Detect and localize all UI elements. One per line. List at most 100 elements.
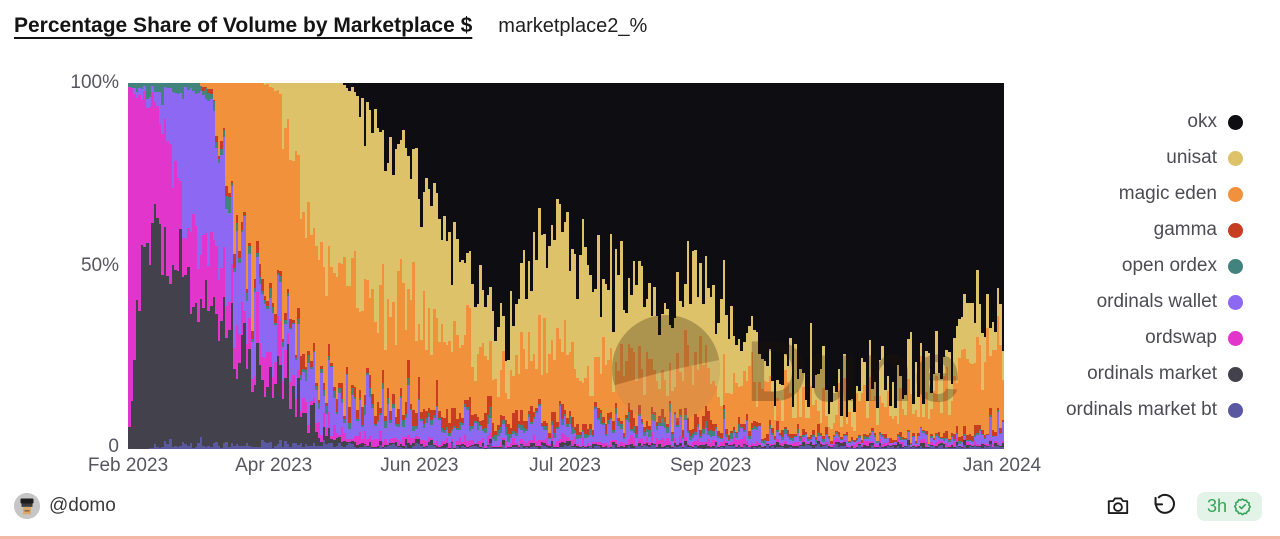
daily-stacked-bar[interactable]: [276, 83, 280, 449]
daily-stacked-bar[interactable]: [825, 83, 828, 449]
daily-stacked-bar[interactable]: [338, 83, 341, 449]
daily-stacked-bar[interactable]: [184, 83, 187, 449]
daily-stacked-bar[interactable]: [637, 83, 641, 449]
daily-stacked-bar[interactable]: [207, 83, 210, 449]
daily-stacked-bar[interactable]: [830, 83, 833, 449]
daily-stacked-bar[interactable]: [699, 83, 702, 449]
daily-stacked-bar[interactable]: [804, 83, 808, 449]
daily-stacked-bar[interactable]: [304, 83, 308, 450]
daily-stacked-bar[interactable]: [576, 83, 579, 449]
screenshot-button[interactable]: [1105, 493, 1131, 519]
daily-stacked-bar[interactable]: [776, 83, 779, 449]
daily-stacked-bar[interactable]: [678, 83, 682, 449]
daily-stacked-bar[interactable]: [919, 83, 923, 450]
daily-stacked-bar[interactable]: [545, 83, 549, 449]
daily-stacked-bar[interactable]: [991, 83, 995, 449]
daily-stacked-bar[interactable]: [289, 83, 292, 449]
daily-stacked-bar[interactable]: [658, 83, 661, 450]
daily-stacked-bar[interactable]: [517, 83, 521, 449]
daily-stacked-bar[interactable]: [294, 83, 298, 449]
daily-stacked-bar[interactable]: [873, 83, 877, 450]
daily-stacked-bar[interactable]: [730, 83, 733, 449]
daily-stacked-bar[interactable]: [689, 83, 692, 450]
daily-stacked-bar[interactable]: [307, 83, 310, 450]
daily-stacked-bar[interactable]: [527, 83, 531, 450]
daily-stacked-bar[interactable]: [745, 83, 749, 449]
daily-stacked-bar[interactable]: [725, 83, 728, 449]
daily-stacked-bar[interactable]: [622, 83, 626, 450]
daily-stacked-bar[interactable]: [145, 83, 149, 449]
daily-stacked-bar[interactable]: [504, 83, 508, 450]
daily-stacked-bar[interactable]: [827, 83, 831, 449]
daily-stacked-bar[interactable]: [445, 83, 449, 449]
daily-stacked-bar[interactable]: [227, 83, 231, 449]
daily-stacked-bar[interactable]: [210, 83, 213, 449]
daily-stacked-bar[interactable]: [655, 83, 659, 449]
daily-stacked-bar[interactable]: [691, 83, 695, 449]
daily-stacked-bar[interactable]: [907, 83, 910, 449]
daily-stacked-bar[interactable]: [668, 83, 672, 449]
daily-stacked-bar[interactable]: [891, 83, 895, 449]
daily-stacked-bar[interactable]: [438, 83, 441, 450]
author-block[interactable]: @domo: [14, 493, 116, 519]
daily-stacked-bar[interactable]: [376, 83, 380, 449]
daily-stacked-bar[interactable]: [555, 83, 559, 449]
daily-stacked-bar[interactable]: [156, 83, 159, 449]
daily-stacked-bar[interactable]: [940, 83, 943, 449]
daily-stacked-bar[interactable]: [509, 83, 513, 449]
daily-stacked-bar[interactable]: [614, 83, 618, 450]
daily-stacked-bar[interactable]: [473, 83, 477, 449]
daily-stacked-bar[interactable]: [315, 83, 318, 449]
daily-stacked-bar[interactable]: [702, 83, 705, 449]
legend-item-ordinals-market[interactable]: ordinals market: [1066, 356, 1243, 392]
daily-stacked-bar[interactable]: [719, 83, 723, 450]
daily-stacked-bar[interactable]: [448, 83, 451, 449]
daily-stacked-bar[interactable]: [650, 83, 654, 450]
daily-stacked-bar[interactable]: [256, 83, 259, 450]
daily-stacked-bar[interactable]: [166, 83, 169, 449]
daily-stacked-bar[interactable]: [481, 83, 485, 449]
daily-stacked-bar[interactable]: [563, 83, 567, 449]
daily-stacked-bar[interactable]: [819, 83, 823, 449]
daily-stacked-bar[interactable]: [896, 83, 900, 449]
legend-item-ordswap[interactable]: ordswap: [1066, 320, 1243, 356]
daily-stacked-bar[interactable]: [766, 83, 769, 449]
daily-stacked-bar[interactable]: [368, 83, 372, 449]
daily-stacked-bar[interactable]: [489, 83, 492, 449]
daily-stacked-bar[interactable]: [971, 83, 974, 449]
daily-stacked-bar[interactable]: [886, 83, 890, 449]
daily-stacked-bar[interactable]: [989, 83, 992, 450]
daily-stacked-bar[interactable]: [153, 83, 157, 449]
daily-stacked-bar[interactable]: [432, 83, 436, 449]
daily-stacked-bar[interactable]: [571, 83, 574, 449]
daily-stacked-bar[interactable]: [186, 83, 190, 449]
daily-stacked-bar[interactable]: [261, 83, 264, 449]
legend-item-ordinals-wallet[interactable]: ordinals wallet: [1066, 284, 1243, 320]
daily-stacked-bar[interactable]: [215, 83, 218, 450]
daily-stacked-bar[interactable]: [450, 83, 454, 449]
daily-stacked-bar[interactable]: [456, 83, 459, 450]
daily-stacked-bar[interactable]: [635, 83, 638, 449]
data-freshness-badge[interactable]: 3h: [1196, 491, 1262, 521]
daily-stacked-bar[interactable]: [325, 83, 328, 450]
daily-stacked-bar[interactable]: [281, 83, 285, 449]
daily-stacked-bar[interactable]: [686, 83, 690, 449]
daily-stacked-bar[interactable]: [1001, 83, 1005, 450]
daily-stacked-bar[interactable]: [640, 83, 644, 449]
daily-stacked-bar[interactable]: [784, 83, 787, 449]
daily-stacked-bar[interactable]: [812, 83, 815, 449]
daily-stacked-bar[interactable]: [743, 83, 746, 449]
daily-stacked-bar[interactable]: [581, 83, 585, 450]
daily-stacked-bar[interactable]: [512, 83, 515, 449]
daily-stacked-bar[interactable]: [320, 83, 323, 450]
daily-stacked-bar[interactable]: [561, 83, 564, 450]
daily-stacked-bar[interactable]: [666, 83, 669, 449]
daily-stacked-bar[interactable]: [617, 83, 620, 449]
daily-stacked-bar[interactable]: [981, 83, 984, 449]
daily-stacked-bar[interactable]: [486, 83, 490, 449]
daily-stacked-bar[interactable]: [996, 83, 1000, 449]
daily-stacked-bar[interactable]: [768, 83, 772, 449]
daily-stacked-bar[interactable]: [858, 83, 861, 450]
daily-stacked-bar[interactable]: [327, 83, 331, 449]
daily-stacked-bar[interactable]: [525, 83, 528, 450]
